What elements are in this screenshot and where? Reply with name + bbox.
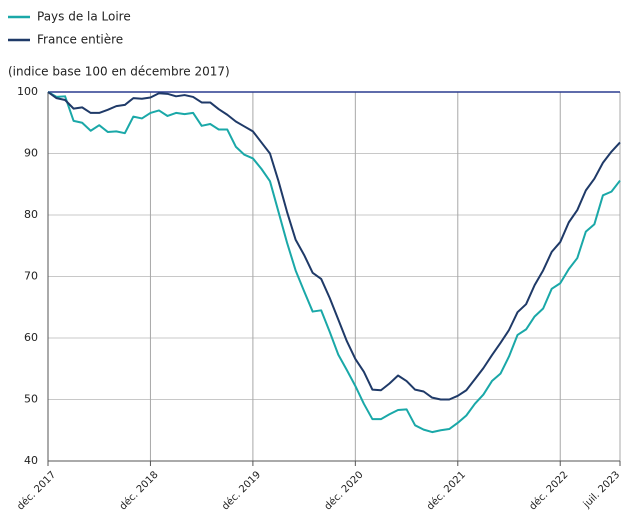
x-tick-label: déc. 2021 (424, 469, 468, 513)
series-line (47, 91, 621, 434)
legend-label: France entière (37, 33, 123, 47)
y-tick-label: 40 (24, 454, 38, 467)
legend-label: Pays de la Loire (37, 10, 131, 24)
y-tick-label: 70 (24, 270, 38, 283)
chart-subtitle: (indice base 100 en décembre 2017) (8, 65, 230, 79)
x-tick-label: déc. 2019 (219, 469, 263, 513)
x-tick-label: déc. 2020 (322, 469, 366, 513)
y-tick-label: 50 (24, 393, 38, 406)
x-tick-label: juil. 2023 (581, 469, 621, 510)
x-tick-label: déc. 2018 (117, 469, 161, 513)
x-tick-label: déc. 2017 (15, 469, 59, 513)
y-tick-label: 90 (24, 147, 38, 160)
series-line (47, 91, 621, 401)
x-tick-label: déc. 2022 (527, 469, 571, 513)
y-tick-label: 100 (17, 85, 38, 98)
y-tick-label: 80 (24, 208, 38, 221)
y-tick-label: 60 (24, 331, 38, 344)
